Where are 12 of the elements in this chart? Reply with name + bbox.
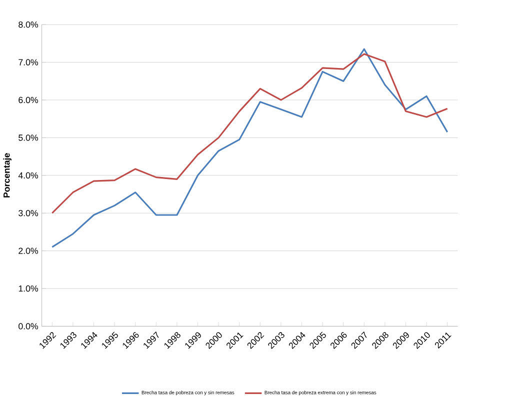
y-tick-label: 5.0%	[18, 134, 38, 142]
y-tick-label: 3.0%	[18, 210, 38, 216]
y-tick-label: 0.0%	[18, 323, 38, 330]
y-axis-title: Porcentaje	[3, 153, 12, 198]
y-tick-label: 7.0%	[18, 59, 38, 66]
line-series	[51, 48, 448, 248]
y-tick-label: 2.0%	[18, 248, 38, 254]
y-tick-label: 1.0%	[18, 286, 38, 292]
line-series	[51, 53, 448, 214]
y-tick-label: 8.0%	[18, 22, 38, 28]
y-tick-label: 6.0%	[18, 97, 38, 104]
y-tick-label: 4.0%	[18, 172, 38, 179]
